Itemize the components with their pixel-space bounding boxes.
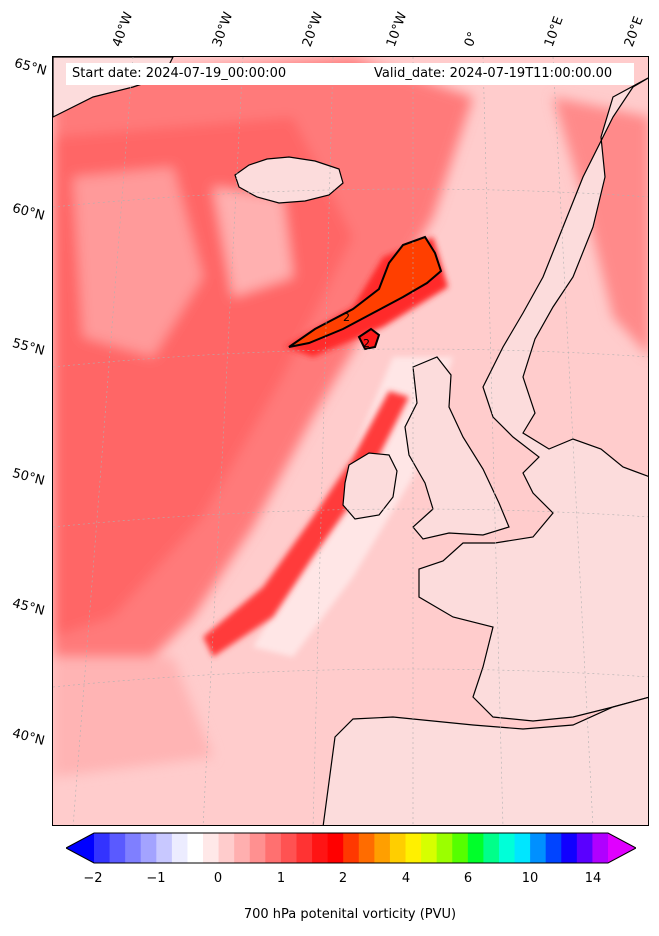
- colorbar-tick-label: 14: [584, 871, 602, 886]
- colorbar-segment: [421, 833, 438, 863]
- colorbar-segment: [389, 833, 407, 863]
- colorbar-tick-label: −2: [83, 871, 103, 886]
- start-date: Start date: 2024-07-19_00:00:00: [72, 66, 287, 81]
- colorbar-extend-min: [66, 833, 94, 863]
- contour-label-2: 2: [363, 337, 370, 350]
- continental-europe: [418, 77, 648, 722]
- colorbar-tick-label: 1: [276, 871, 286, 886]
- colorbar-segment: [125, 833, 142, 863]
- colorbar-segment: [109, 833, 126, 863]
- colorbar-tick-label: 4: [401, 871, 411, 886]
- colorbar-segment: [203, 833, 220, 863]
- colorbar-segment: [187, 833, 204, 863]
- colorbar-outline: [66, 832, 636, 864]
- lon-label: 10°E: [541, 14, 567, 50]
- colorbar-segment: [265, 833, 282, 863]
- colorbar-segment: [343, 833, 360, 863]
- lat-label: 50°N: [10, 466, 47, 489]
- graticule: [53, 57, 648, 825]
- colorbar-tick-label: 6: [463, 871, 473, 886]
- colorbar-segment: [576, 833, 593, 863]
- lon-label: 30°W: [209, 10, 237, 49]
- pv-streamer: [288, 235, 443, 348]
- colorbar-segment: [514, 833, 531, 863]
- lon-label: 40°W: [109, 10, 137, 49]
- colorbar-tick-label: 10: [521, 871, 539, 886]
- colorbar-segment: [94, 833, 111, 863]
- colorbar-segment: [171, 833, 188, 863]
- colorbar-extend-max: [608, 833, 636, 863]
- colorbar-segment: [530, 833, 547, 863]
- colorbar-segment: [249, 833, 266, 863]
- colorbar-segment: [452, 833, 469, 863]
- colorbar-segment: [296, 833, 313, 863]
- colorbar: [66, 832, 636, 864]
- iceland: [234, 156, 344, 204]
- lat-label: 55°N: [10, 336, 47, 359]
- colorbar-segment: [374, 833, 391, 863]
- lat-label: 60°N: [10, 201, 47, 224]
- colorbar-segment: [156, 833, 173, 863]
- colorbar-segment: [498, 833, 516, 863]
- colorbar-title: 700 hPa potenital vorticity (PVU): [243, 907, 457, 922]
- lat-label: 45°N: [10, 596, 47, 619]
- colorbar-segment: [467, 833, 484, 863]
- colorbar-segment: [280, 833, 297, 863]
- colorbar-segment: [140, 833, 157, 863]
- colorbar-tick-label: −1: [146, 871, 166, 886]
- north-africa: [322, 696, 648, 825]
- colorbar-segment: [545, 833, 562, 863]
- pv-contour-small: [357, 327, 381, 351]
- colorbar-segment: [327, 833, 344, 863]
- date-banner: Start date: 2024-07-19_00:00:00 Valid_da…: [66, 63, 634, 85]
- colorbar-segment: [436, 833, 453, 863]
- map-panel: 2 2: [52, 56, 649, 826]
- colorbar-segment: [483, 833, 500, 863]
- lat-label: 40°N: [10, 726, 47, 749]
- colorbar-segment: [234, 833, 251, 863]
- colorbar-tick-label: 0: [213, 871, 223, 886]
- lon-label: 10°W: [383, 10, 411, 49]
- pv-ocean-field: [53, 57, 648, 777]
- colorbar-segment: [218, 833, 235, 863]
- lat-label: 65°N: [12, 56, 49, 79]
- contour-label-1: 2: [343, 311, 350, 324]
- colorbar-segment: [358, 833, 375, 863]
- great-britain: [404, 356, 510, 540]
- lon-label: 0°: [461, 29, 482, 49]
- lon-label: 20°E: [621, 14, 647, 50]
- colorbar-tick-label: 2: [338, 871, 348, 886]
- colorbar-segment: [561, 833, 578, 863]
- ireland: [342, 452, 398, 520]
- lon-label: 20°W: [299, 10, 327, 49]
- colorbar-segment: [592, 833, 609, 863]
- colorbar-segment: [405, 833, 422, 863]
- valid-date: Valid_date: 2024-07-19T11:00:00.00: [374, 66, 613, 81]
- pv-field: 2 2: [53, 57, 648, 825]
- colorbar-segment: [312, 833, 329, 863]
